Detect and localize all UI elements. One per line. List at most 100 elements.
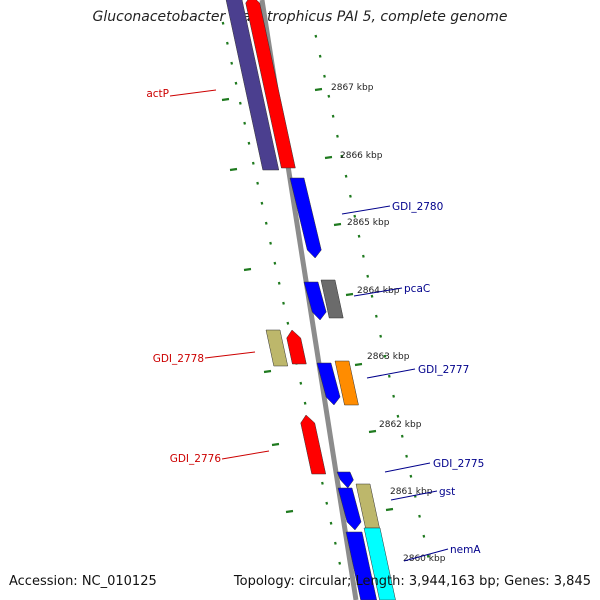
genome-summary: Topology: circular; Length: 3,944,163 bp… — [233, 574, 591, 589]
major-tick-mark — [324, 155, 333, 160]
gene-pcac-gray — [320, 279, 344, 319]
tick-mark — [221, 21, 225, 25]
tick-mark — [340, 154, 344, 158]
tick-mark — [379, 334, 383, 338]
tick-mark — [260, 201, 264, 205]
tick-mark — [400, 434, 404, 438]
tick-mark — [321, 481, 324, 485]
gene-label-leader — [221, 450, 270, 460]
tick-mark — [396, 414, 400, 418]
gene-pcac-blue — [303, 281, 327, 321]
tick-mark — [338, 561, 342, 565]
tick-mark — [251, 161, 255, 165]
tick-mark — [299, 381, 303, 385]
tick-mark — [334, 541, 337, 545]
tick-mark — [344, 174, 348, 178]
gene-label: gst — [439, 486, 455, 498]
tick-mark — [234, 81, 238, 85]
scale-label: 2862 kbp — [379, 420, 422, 430]
tick-mark — [374, 314, 378, 318]
scale-label: 2863 kbp — [367, 352, 410, 362]
genome-title: Gluconacetobacter diazotrophicus PAI 5, … — [92, 9, 508, 25]
gene-nema-cyan — [363, 527, 396, 600]
gene-label-leader — [366, 368, 416, 379]
gene-label-leader — [353, 287, 403, 297]
tick-mark — [256, 181, 259, 185]
tick-mark — [318, 54, 322, 58]
gene-label: pcaC — [404, 283, 430, 295]
tick-mark — [277, 281, 281, 285]
tick-mark — [387, 374, 391, 378]
labels: 2867 kbp 2866 kbp 2865 kbp 2864 kbp 2863 kbp… — [146, 83, 484, 564]
gene-label-leader — [169, 89, 217, 97]
gene-label: GDI_2775 — [433, 458, 484, 470]
gene-actp-red — [245, 0, 296, 169]
gene-gst-blue — [337, 487, 362, 531]
tick-mark — [325, 501, 329, 505]
major-tick-mark — [345, 292, 354, 297]
tick-mark — [286, 321, 290, 325]
gene-actp-purple — [225, 0, 280, 171]
major-tick-mark — [333, 222, 342, 227]
tick-mark — [405, 454, 408, 458]
tick-mark — [323, 74, 326, 78]
accession-label: Accession: NC_010125 — [9, 574, 157, 589]
gene-label: GDI_2780 — [392, 201, 443, 213]
scale-label: 2865 kbp — [347, 218, 390, 228]
genes — [225, 0, 396, 600]
tick-mark — [418, 514, 421, 518]
tick-mark — [247, 141, 251, 145]
tick-mark — [392, 394, 395, 398]
gene-label-leader — [341, 205, 391, 215]
tick-mark — [282, 301, 285, 305]
tick-mark — [366, 274, 370, 278]
tick-mark — [273, 261, 277, 265]
gene-nema-blue — [345, 531, 377, 600]
gene-gdi-2778-red — [286, 329, 307, 365]
gene-label-leader — [204, 351, 256, 359]
gene-label: GDI_2777 — [418, 364, 469, 376]
tick-mark — [349, 194, 352, 198]
tick-mark — [357, 234, 361, 238]
tick-mark — [226, 41, 229, 45]
tick-mark — [329, 521, 333, 525]
major-tick-mark — [285, 509, 294, 514]
tick-mark — [336, 134, 339, 138]
major-tick-mark — [385, 507, 394, 512]
tick-mark — [409, 474, 413, 478]
tick-mark — [426, 554, 430, 558]
tick-mark — [269, 241, 272, 245]
gene-gdi-2777-orange — [334, 360, 359, 406]
major-tick-mark — [354, 362, 363, 367]
tick-mark — [264, 221, 268, 225]
tick-mark — [422, 534, 426, 538]
major-tick-mark — [263, 369, 272, 374]
major-tick-mark — [271, 442, 280, 447]
tick-mark — [331, 114, 335, 118]
gene-label: GDI_2778 — [153, 353, 204, 365]
scale-label: 2864 kbp — [357, 286, 400, 296]
gene-gdi-2778-khaki — [265, 329, 289, 367]
gene-label-leader — [390, 490, 438, 501]
tick-mark — [243, 121, 247, 125]
gene-gdi-2780 — [289, 177, 322, 259]
tick-mark — [327, 94, 331, 98]
gene-label-leader — [384, 462, 431, 473]
tick-mark — [238, 101, 242, 105]
gene-gdi-2776 — [300, 414, 327, 475]
tick-mark — [383, 354, 387, 358]
major-tick-mark — [243, 267, 252, 272]
scale-label: 2866 kbp — [340, 151, 383, 161]
scale-label: 2861 kbp — [390, 487, 433, 497]
gene-label: actP — [146, 88, 169, 100]
gene-label: GDI_2776 — [170, 453, 222, 465]
tick-mark — [303, 401, 307, 405]
gene-gdi-2775 — [336, 471, 354, 489]
tick-mark — [370, 294, 374, 298]
scale-label: 2867 kbp — [331, 83, 374, 93]
tick-mark — [314, 34, 318, 38]
tick-mark — [362, 254, 365, 258]
gene-label: nemA — [450, 544, 481, 556]
